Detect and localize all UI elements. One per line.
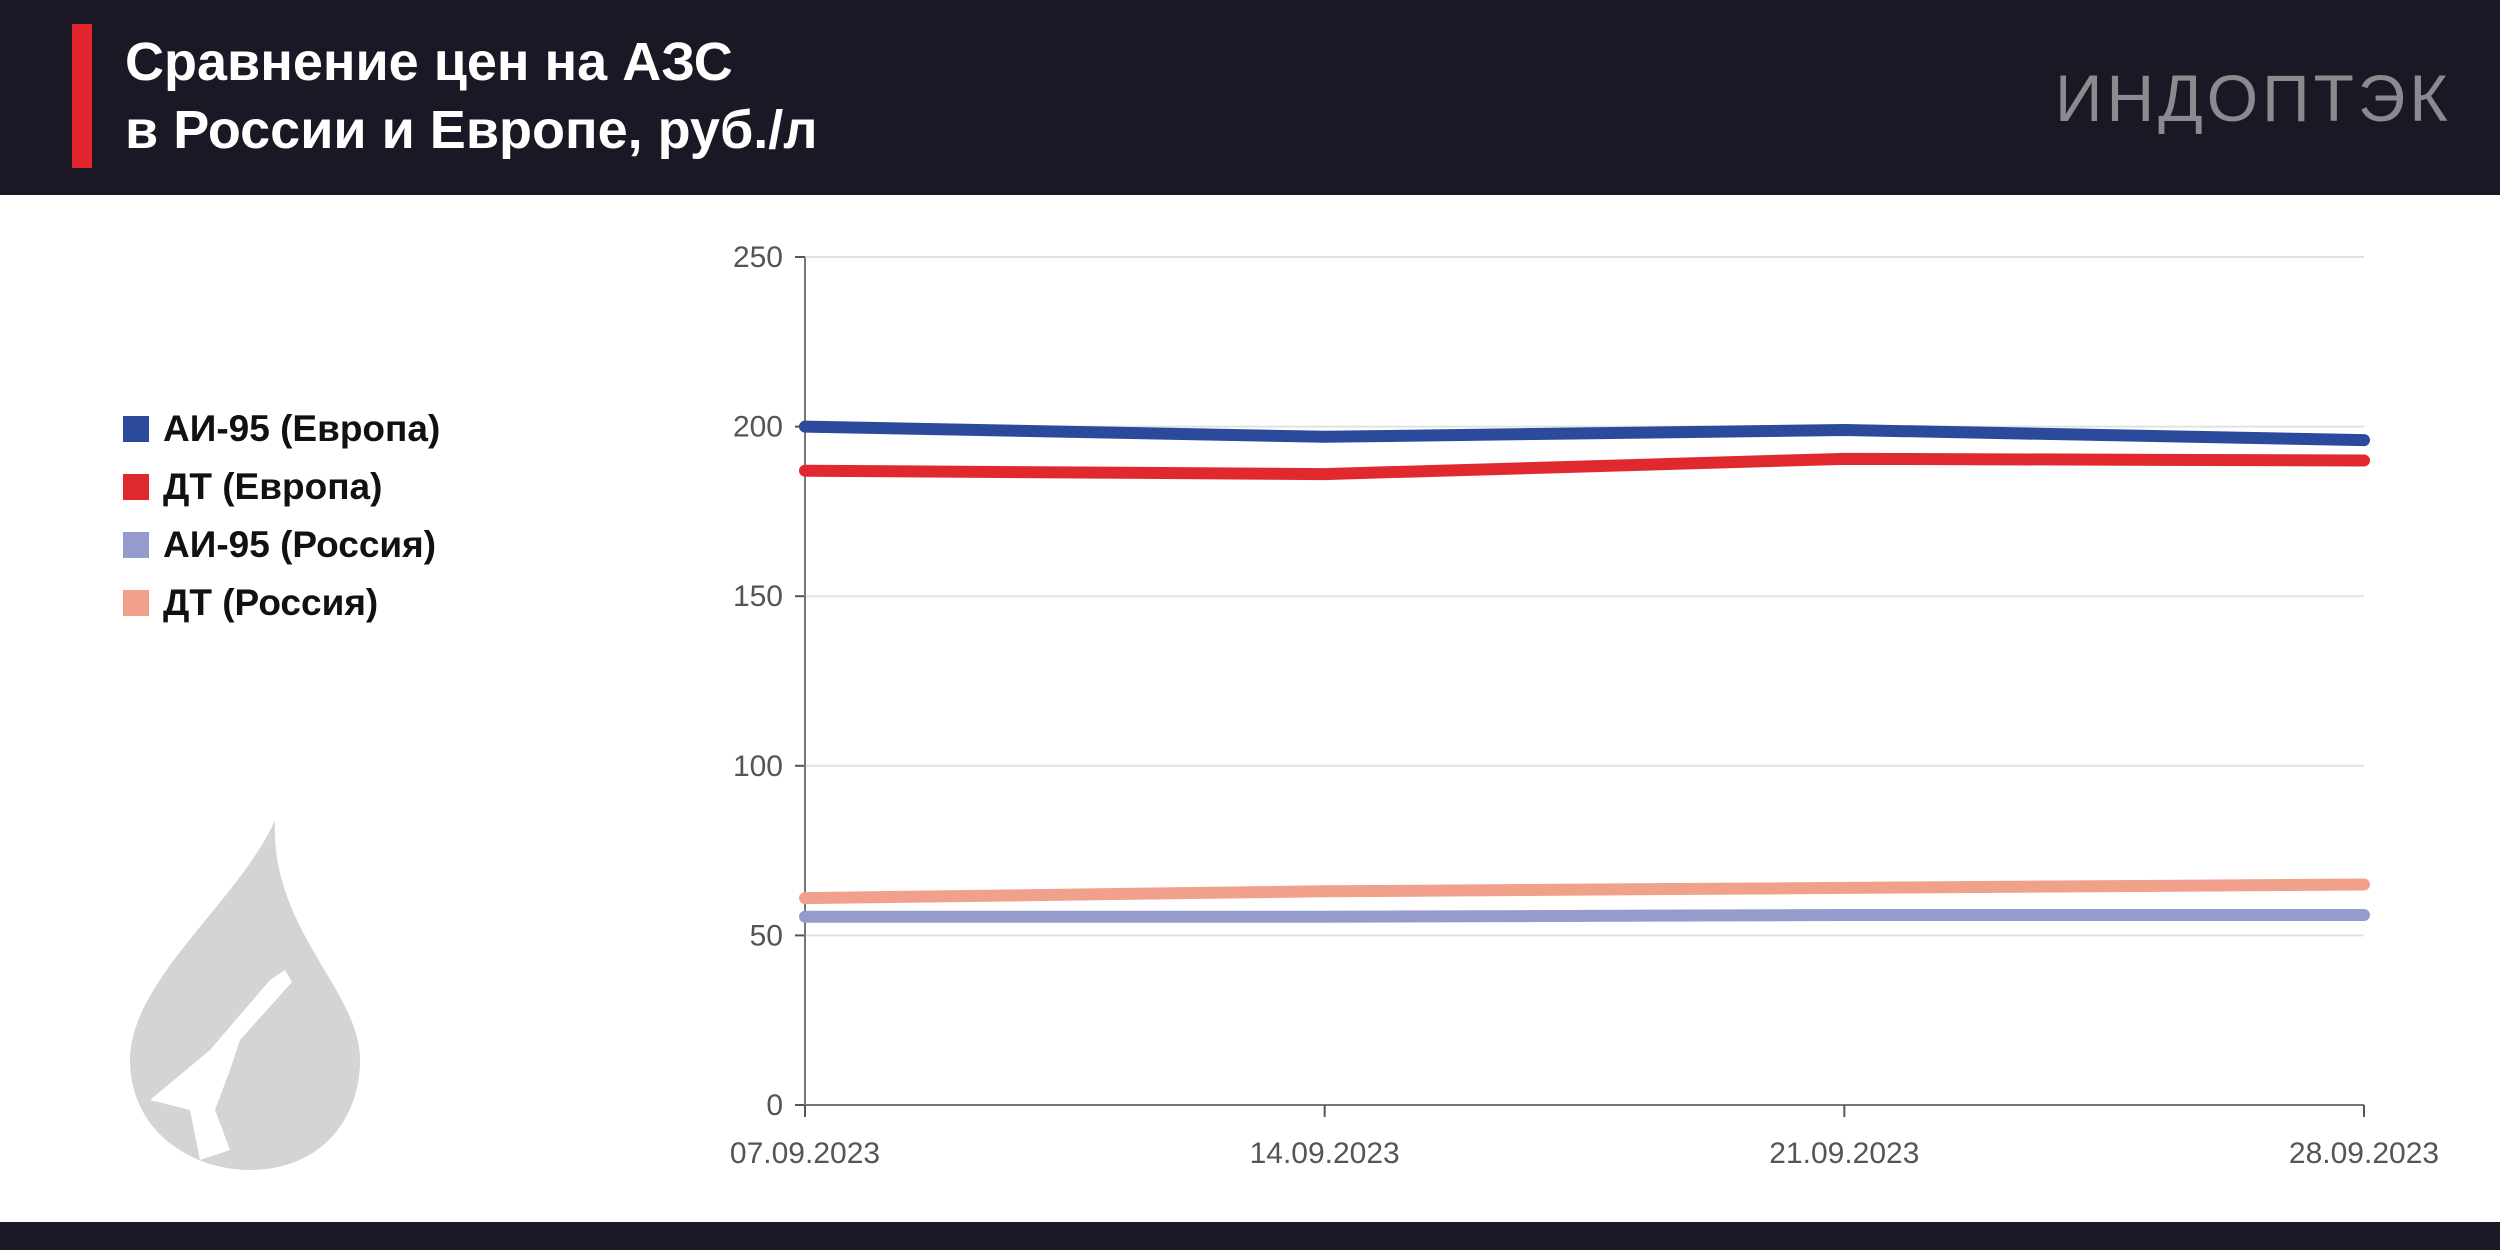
legend-swatch xyxy=(123,590,149,616)
y-tick-label: 50 xyxy=(750,919,783,952)
legend-label: АИ-95 (Россия) xyxy=(163,524,437,565)
x-tick-label: 07.09.2023 xyxy=(730,1137,880,1170)
legend-item: АИ-95 (Россия) xyxy=(123,516,440,574)
legend-item: ДТ (Европа) xyxy=(123,458,440,516)
y-tick-label: 200 xyxy=(733,411,783,444)
title-line-1: Сравнение цен на АЗС xyxy=(125,32,733,92)
series-line xyxy=(799,878,2370,905)
series-line xyxy=(799,909,2370,923)
logo: ИНДОПТЭК xyxy=(2055,61,2452,135)
series-line xyxy=(799,420,2370,447)
legend-label: АИ-95 (Европа) xyxy=(163,408,441,449)
legend-item: ДТ (Россия) xyxy=(123,574,440,632)
legend-label: ДТ (Европа) xyxy=(163,466,383,507)
footer-bar xyxy=(0,1222,2500,1250)
y-tick-label: 100 xyxy=(733,750,783,783)
accent-bar xyxy=(72,24,92,168)
legend-label: ДТ (Россия) xyxy=(163,582,379,623)
legend-swatch xyxy=(123,416,149,442)
legend-item: АИ-95 (Европа) xyxy=(123,400,440,458)
x-tick-label: 21.09.2023 xyxy=(1769,1137,1919,1170)
header: Сравнение цен на АЗС в России и Европе, … xyxy=(0,0,2500,195)
page-title: Сравнение цен на АЗС в России и Европе, … xyxy=(125,28,818,164)
y-tick-label: 250 xyxy=(733,241,783,274)
y-tick-label: 0 xyxy=(766,1089,783,1122)
legend-swatch xyxy=(123,474,149,500)
title-line-2: в России и Европе, руб./л xyxy=(125,100,818,160)
legend-swatch xyxy=(123,532,149,558)
chart-legend: АИ-95 (Европа) ДТ (Европа) АИ-95 (Россия) Д… xyxy=(123,400,440,632)
fuel-drop-icon xyxy=(130,820,360,1170)
x-tick-label: 14.09.2023 xyxy=(1250,1137,1400,1170)
y-tick-label: 150 xyxy=(733,580,783,613)
series-line xyxy=(799,452,2370,481)
x-tick-label: 28.09.2023 xyxy=(2289,1137,2439,1170)
